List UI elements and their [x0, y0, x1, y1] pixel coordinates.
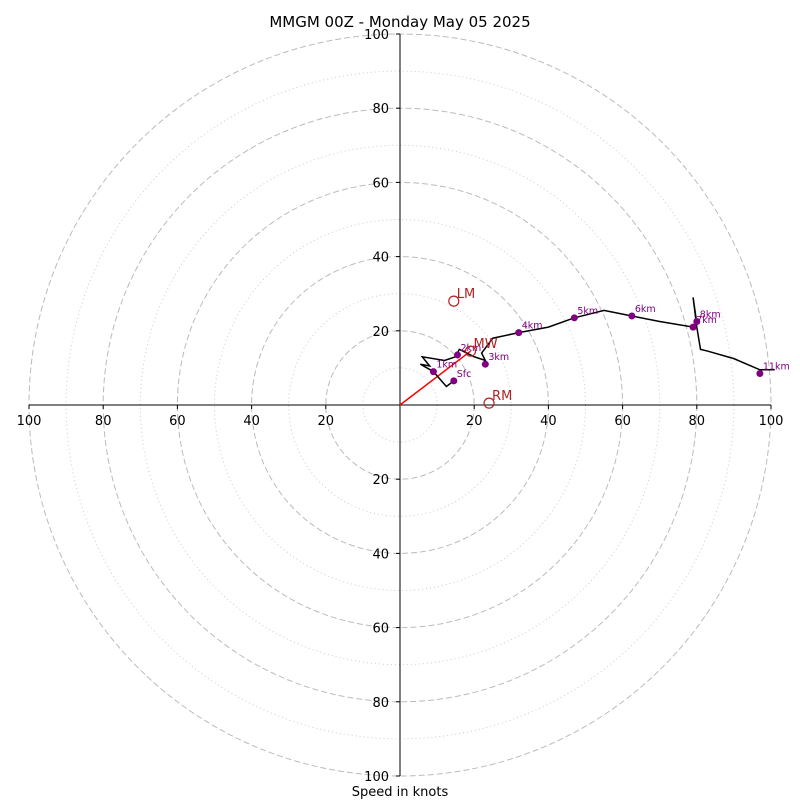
- level-point: [628, 312, 636, 320]
- level-label: 4km: [522, 321, 543, 332]
- level-label: 5km: [577, 306, 598, 317]
- storm-motion-point: [483, 397, 495, 409]
- storm-motion-markers: LM MW RM: [448, 287, 512, 409]
- level-label: 1km: [436, 360, 457, 371]
- level-point: [515, 329, 523, 337]
- level-point: [429, 368, 437, 376]
- x-tick-label: 60: [169, 414, 186, 429]
- y-tick-label: 20: [372, 325, 389, 340]
- level-label: 2km: [461, 343, 482, 354]
- mean-wind-arrow: [399, 350, 471, 406]
- level-point: [570, 314, 578, 322]
- x-tick-label: 20: [318, 414, 335, 429]
- x-tick-label: 100: [759, 414, 784, 429]
- level-point: [693, 318, 701, 326]
- level-label: 7km: [696, 315, 717, 326]
- tick-labels: 100 80 60 40 20 20 40 60 80 100 100 80 60 40 20 20 40 60 8…: [17, 28, 784, 785]
- x-tick-label: 60: [614, 414, 631, 429]
- x-tick-label: 40: [540, 414, 557, 429]
- storm-motion-point: [448, 295, 460, 307]
- level-label: 11km: [763, 361, 790, 372]
- storm-motion-label: RM: [492, 389, 512, 404]
- x-tick-label: 80: [95, 414, 112, 429]
- mean-wind-vector: [399, 350, 471, 406]
- storm-motion-point: [464, 345, 477, 357]
- x-axis-label: Speed in knots: [352, 785, 449, 800]
- level-point: [481, 360, 489, 368]
- level-point: [689, 323, 697, 331]
- x-tick-label: 80: [689, 414, 706, 429]
- y-tick-label: 40: [372, 547, 389, 562]
- y-tick-label: 100: [364, 770, 389, 785]
- y-tick-label: 40: [372, 251, 389, 266]
- y-tick-label: 80: [372, 696, 389, 711]
- y-tick-label: 20: [372, 473, 389, 488]
- storm-motion-label: LM: [457, 287, 475, 302]
- level-point: [450, 377, 458, 385]
- y-tick-label: 60: [372, 622, 389, 637]
- x-tick-label: 20: [466, 414, 483, 429]
- x-tick-label: 40: [243, 414, 260, 429]
- chart-title: MMGM 00Z - Monday May 05 2025: [269, 13, 530, 31]
- level-point: [756, 369, 764, 377]
- level-point: [454, 351, 462, 359]
- x-tick-label: 100: [17, 414, 42, 429]
- level-label: 8km: [700, 310, 721, 321]
- y-tick-label: 60: [372, 176, 389, 191]
- y-tick-label: 80: [372, 102, 389, 117]
- storm-motion-label: MW: [473, 337, 497, 352]
- level-label: 6km: [635, 304, 656, 315]
- level-label: 3km: [488, 352, 509, 363]
- y-tick-label: 100: [364, 28, 389, 43]
- level-label: Sfc: [457, 369, 472, 380]
